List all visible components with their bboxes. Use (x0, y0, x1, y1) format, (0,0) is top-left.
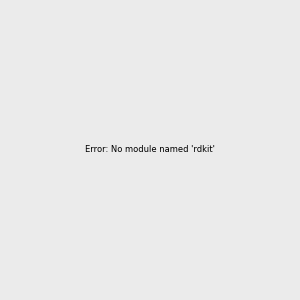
Text: Error: No module named 'rdkit': Error: No module named 'rdkit' (85, 146, 215, 154)
